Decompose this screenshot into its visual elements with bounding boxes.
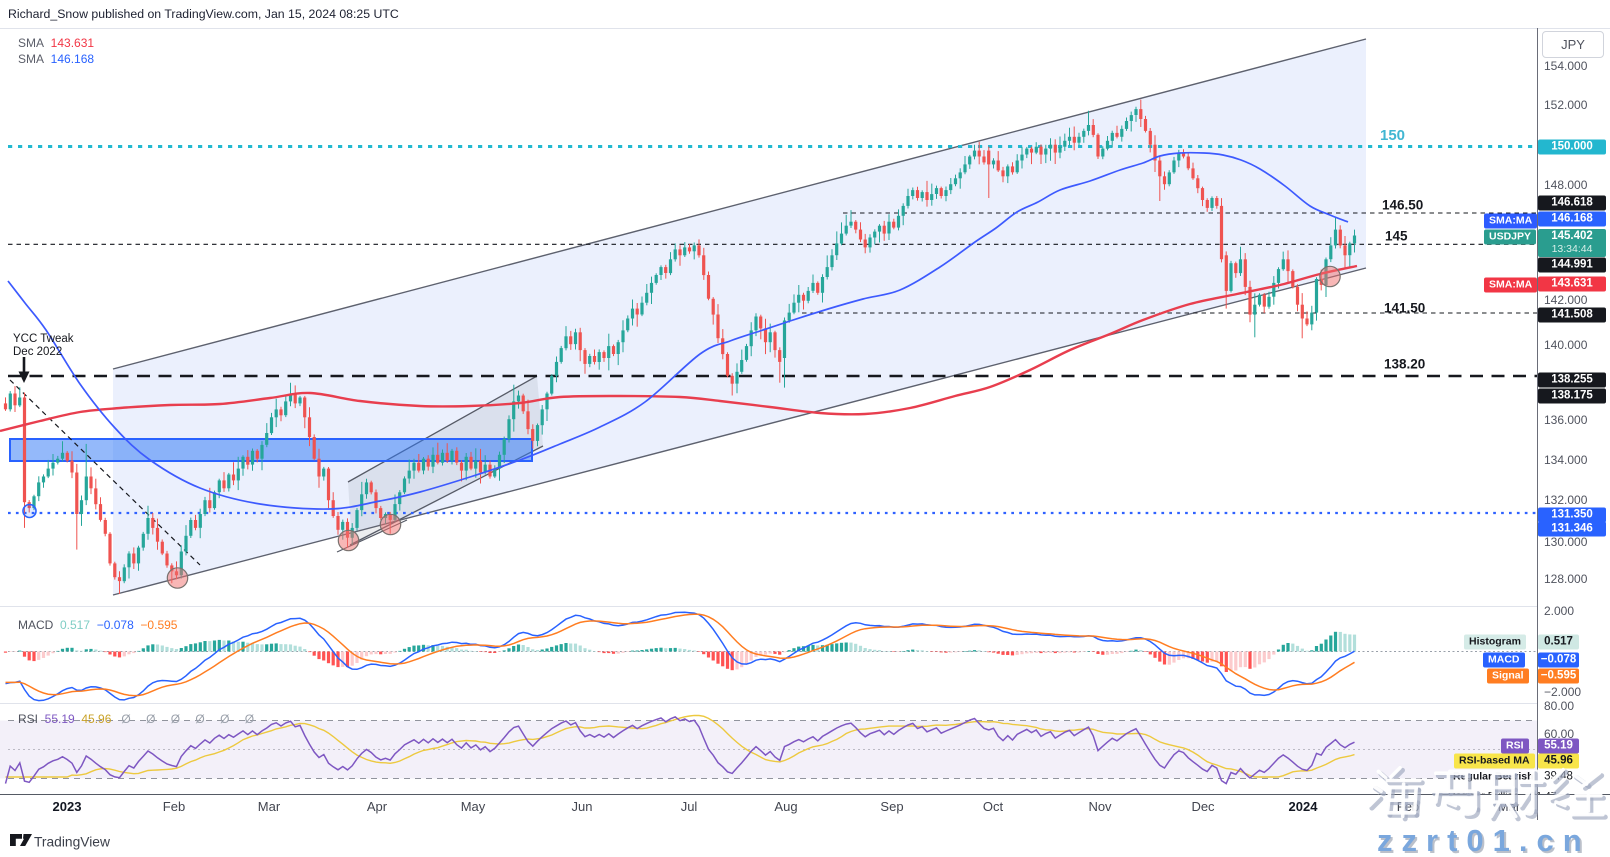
svg-text:zzrt01.cn: zzrt01.cn [1377,823,1591,857]
svg-text:TradingView: TradingView [34,835,110,850]
svg-text:zzrt01.cn: zzrt01.cn [1379,825,1593,857]
